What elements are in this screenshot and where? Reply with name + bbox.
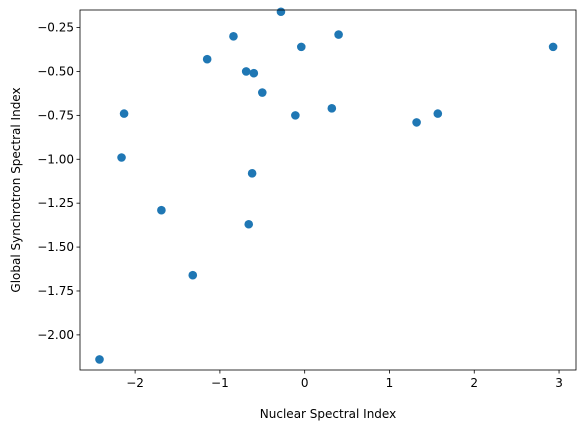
- y-axis-title: Global Synchrotron Spectral Index: [9, 87, 23, 292]
- data-point-7: [229, 32, 238, 41]
- y-axis-ticks: −2.00 −1.75 −1.50 −1.25 −1.00 −0.75 −0.50 −0.25: [37, 21, 80, 342]
- y-tick-label: −0.75: [37, 108, 74, 122]
- data-point-8: [241, 67, 251, 76]
- x-axis-title: Nuclear Spectral Index: [260, 407, 396, 421]
- x-tick-label: 0: [301, 376, 309, 390]
- plot-background: [80, 10, 576, 370]
- data-point-11: [249, 68, 259, 78]
- data-point-1: [95, 355, 104, 364]
- data-point-5: [188, 270, 198, 280]
- x-tick-label: 2: [470, 376, 478, 390]
- data-point-10: [247, 169, 257, 178]
- y-tick-label: −1.25: [37, 196, 74, 210]
- y-tick-label: −1.75: [37, 284, 74, 298]
- y-tick-label: −0.25: [37, 21, 74, 35]
- data-point-15: [296, 42, 306, 52]
- y-tick-label: −1.50: [37, 240, 74, 254]
- y-tick-label: −0.50: [37, 64, 74, 78]
- data-point-16: [327, 104, 337, 113]
- data-point-17: [334, 30, 343, 39]
- x-tick-label: 1: [386, 376, 394, 390]
- x-tick-label: −2: [126, 376, 144, 390]
- data-point-9: [244, 219, 254, 229]
- data-point-6: [202, 54, 212, 64]
- data-point-12: [257, 88, 267, 97]
- data-point-20: [548, 42, 558, 52]
- y-tick-label: −2.00: [37, 328, 74, 342]
- data-point-3: [119, 109, 129, 118]
- data-point-19: [433, 109, 443, 118]
- data-point-18: [412, 118, 421, 127]
- data-point-4: [157, 205, 166, 215]
- data-point-2: [117, 153, 126, 162]
- data-point-13: [276, 7, 286, 17]
- y-tick-label: −1.00: [37, 152, 74, 166]
- x-tick-label: −1: [211, 376, 229, 390]
- x-tick-label: 3: [555, 376, 563, 390]
- x-axis-ticks: −2 −1 0 1 2 3: [126, 370, 563, 390]
- data-points: [95, 7, 558, 364]
- data-point-14: [291, 111, 300, 120]
- plot-frame: [79, 9, 577, 371]
